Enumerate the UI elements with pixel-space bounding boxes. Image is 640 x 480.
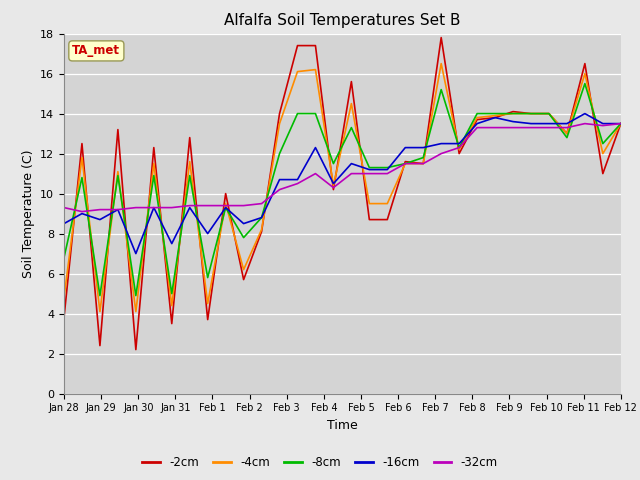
Legend: -2cm, -4cm, -8cm, -16cm, -32cm: -2cm, -4cm, -8cm, -16cm, -32cm xyxy=(138,452,502,474)
Title: Alfalfa Soil Temperatures Set B: Alfalfa Soil Temperatures Set B xyxy=(224,13,461,28)
Y-axis label: Soil Temperature (C): Soil Temperature (C) xyxy=(22,149,35,278)
Text: TA_met: TA_met xyxy=(72,44,120,58)
X-axis label: Time: Time xyxy=(327,419,358,432)
